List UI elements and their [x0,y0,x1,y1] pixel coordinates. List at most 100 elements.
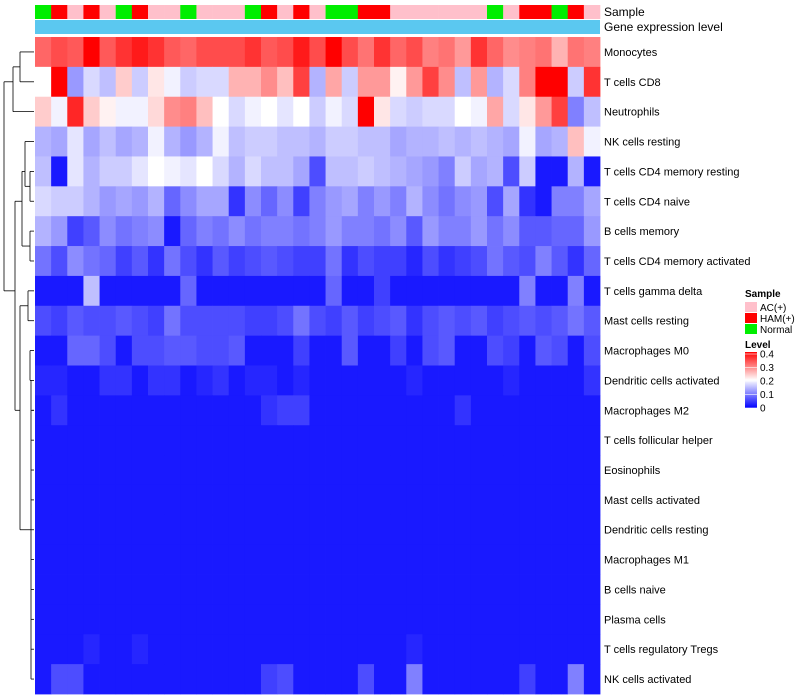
heatmap-cell [503,365,520,396]
row-label: NK cells activated [604,674,691,686]
heatmap-cell [567,514,585,546]
heatmap-cell [67,604,84,635]
heatmap-cell [535,96,552,127]
sample-annotation-cell [148,5,165,19]
heatmap-cell [503,96,520,127]
heatmap-cell [470,634,488,665]
heatmap-cell [503,395,520,426]
heatmap-cell [35,365,52,396]
heatmap-cell [83,66,100,98]
heatmap-cell [212,514,230,546]
heatmap-cell [115,37,133,68]
heatmap-cell [212,335,230,366]
heatmap-cell [325,634,343,665]
heatmap-cell [228,216,246,247]
heatmap-cell [228,514,246,546]
heatmap-cell [115,544,133,575]
heatmap-cell [180,37,197,68]
heatmap-cell [212,425,230,456]
heatmap-cell [487,604,504,635]
row-dendrogram [3,51,34,680]
heatmap-cell [115,305,133,337]
heatmap-cell [487,305,504,337]
heatmap-cell [551,126,569,157]
heatmap-cell [551,216,569,247]
sample-annotation-cell [164,5,181,19]
heatmap-cell [309,544,326,575]
heatmap-cell [261,604,278,635]
row-label: T cells CD4 memory activated [604,256,751,268]
heatmap-cell [83,484,100,516]
heatmap-cell [228,66,246,98]
heatmap-cell [228,305,246,337]
expression-annotation-label: Gene expression level [604,20,723,34]
heatmap-cell [422,156,439,187]
heatmap-cell [261,216,278,247]
heatmap-cell [212,574,230,605]
heatmap-cell [567,246,585,277]
heatmap-cell [357,455,375,486]
heatmap-cell [422,544,439,575]
heatmap-cell [325,365,343,396]
heatmap-cell [583,66,601,98]
heatmap-cell [357,305,375,337]
heatmap-cell [487,275,504,307]
heatmap-cell [51,96,68,127]
heatmap-cell [390,37,407,68]
heatmap-cell [374,634,391,665]
heatmap-cell [228,544,246,575]
heatmap-cell [244,455,262,486]
heatmap-cell [519,246,536,277]
heatmap-cell [228,604,246,635]
heatmap-cell [212,156,230,187]
heatmap-cell [390,604,407,635]
heatmap-cell [454,574,472,605]
heatmap-cell [196,66,213,98]
sample-annotation-cell [51,5,68,19]
heatmap-cell [293,305,310,337]
heatmap-cell [83,634,100,665]
heatmap-cell [244,664,262,695]
heatmap-cell [115,395,133,426]
heatmap-cell [422,484,439,516]
heatmap-cell [277,604,294,635]
heatmap-cell [422,395,439,426]
heatmap-cell [148,246,165,277]
legend-swatch [745,302,757,312]
heatmap-cell [470,186,488,217]
heatmap-cell [51,634,68,665]
heatmap-cell [148,604,165,635]
heatmap-cell [99,186,117,217]
heatmap-cell [244,425,262,456]
heatmap-cell [244,365,262,396]
heatmap-cell [83,37,100,68]
heatmap-cell [115,365,133,396]
heatmap-cell [196,634,213,665]
heatmap-cell [374,66,391,98]
heatmap-cell [454,544,472,575]
heatmap-cell [115,634,133,665]
heatmap-cell [487,365,504,396]
heatmap-cell [228,275,246,307]
heatmap-cell [148,365,165,396]
heatmap-cell [131,96,149,127]
heatmap-cell [551,156,569,187]
heatmap-cell [535,186,552,217]
heatmap-cell [309,484,326,516]
heatmap-cell [67,186,84,217]
heatmap-cell [67,664,84,695]
heatmap-cell [406,216,423,247]
heatmap-cell [244,126,262,157]
heatmap-cell [535,395,552,426]
heatmap-cell [83,365,100,396]
heatmap-cell [309,455,326,486]
heatmap-cell [180,634,197,665]
heatmap-cell [164,664,181,695]
heatmap-cell [115,604,133,635]
heatmap-cell [67,395,84,426]
heatmap-cell [164,544,181,575]
heatmap-cell [83,425,100,456]
heatmap-cell [228,186,246,217]
heatmap-cell [357,186,375,217]
heatmap-cell [519,156,536,187]
